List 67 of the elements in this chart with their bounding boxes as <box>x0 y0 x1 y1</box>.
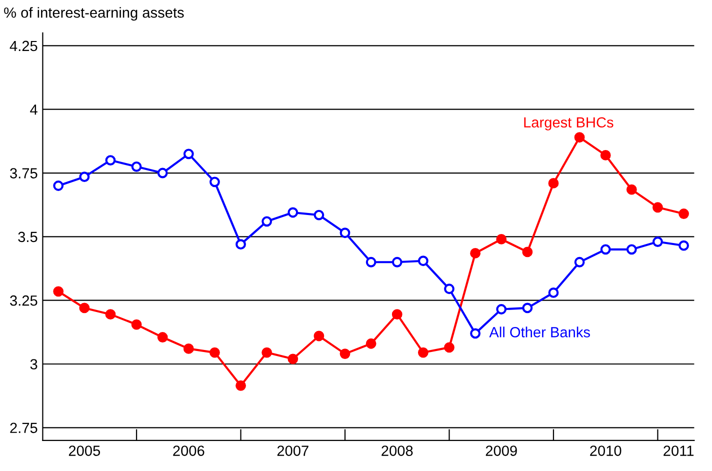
point <box>236 380 246 391</box>
y-tick-label: 4 <box>30 104 38 115</box>
point <box>574 256 585 268</box>
point <box>131 161 142 172</box>
point <box>210 347 220 358</box>
x-tick-label: 2009 <box>486 446 517 456</box>
x-tick-label: 2005 <box>68 446 100 456</box>
point <box>157 332 168 342</box>
point <box>131 319 142 330</box>
y-tick-label: 3.75 <box>10 168 38 178</box>
point <box>444 284 454 294</box>
point <box>522 246 533 258</box>
y-tick-label: 3 <box>30 359 38 370</box>
point <box>288 207 298 218</box>
point <box>444 342 454 353</box>
point <box>470 328 481 339</box>
point <box>366 338 376 349</box>
point <box>626 184 637 195</box>
point <box>262 216 272 227</box>
point <box>53 286 64 297</box>
y-tick-label: 3.25 <box>10 295 38 306</box>
point <box>470 248 481 258</box>
point <box>626 244 637 255</box>
point <box>574 132 585 143</box>
point <box>183 344 194 354</box>
point <box>392 309 402 320</box>
point <box>522 302 533 314</box>
point <box>600 244 611 255</box>
point <box>548 178 559 188</box>
x-tick-label: 2008 <box>382 446 413 456</box>
series-label: Largest BHCs <box>524 117 614 130</box>
point <box>418 256 428 266</box>
point <box>210 176 220 188</box>
x-tick-label: 2006 <box>173 446 204 456</box>
point <box>236 239 246 250</box>
point <box>678 208 689 219</box>
point <box>105 155 116 166</box>
point <box>183 148 194 160</box>
point <box>314 210 324 220</box>
point <box>392 256 402 268</box>
point <box>157 168 168 178</box>
point <box>53 180 64 191</box>
point <box>340 348 350 360</box>
x-tick-label: 2010 <box>590 446 622 456</box>
x-tick-label: 2007 <box>277 446 308 456</box>
point <box>652 236 663 247</box>
x-tick-label: 2011 <box>664 446 694 456</box>
point <box>418 347 428 358</box>
point <box>105 309 116 320</box>
point <box>366 256 376 268</box>
point <box>496 304 507 314</box>
point <box>262 347 272 358</box>
point <box>652 202 663 213</box>
point <box>678 240 689 251</box>
point <box>548 287 559 298</box>
series-label: All Other Banks <box>489 326 590 338</box>
y-tick-label: 4.25 <box>10 40 38 52</box>
point <box>314 330 324 342</box>
point <box>600 150 611 160</box>
point <box>79 172 90 182</box>
point <box>288 354 298 364</box>
point <box>79 302 90 314</box>
point <box>496 234 507 244</box>
y-tick-label: 3.5 <box>18 232 38 242</box>
y-axis-title: % of interest-earning assets <box>4 7 184 21</box>
y-tick-label: 2.75 <box>10 422 38 434</box>
point <box>340 228 350 238</box>
